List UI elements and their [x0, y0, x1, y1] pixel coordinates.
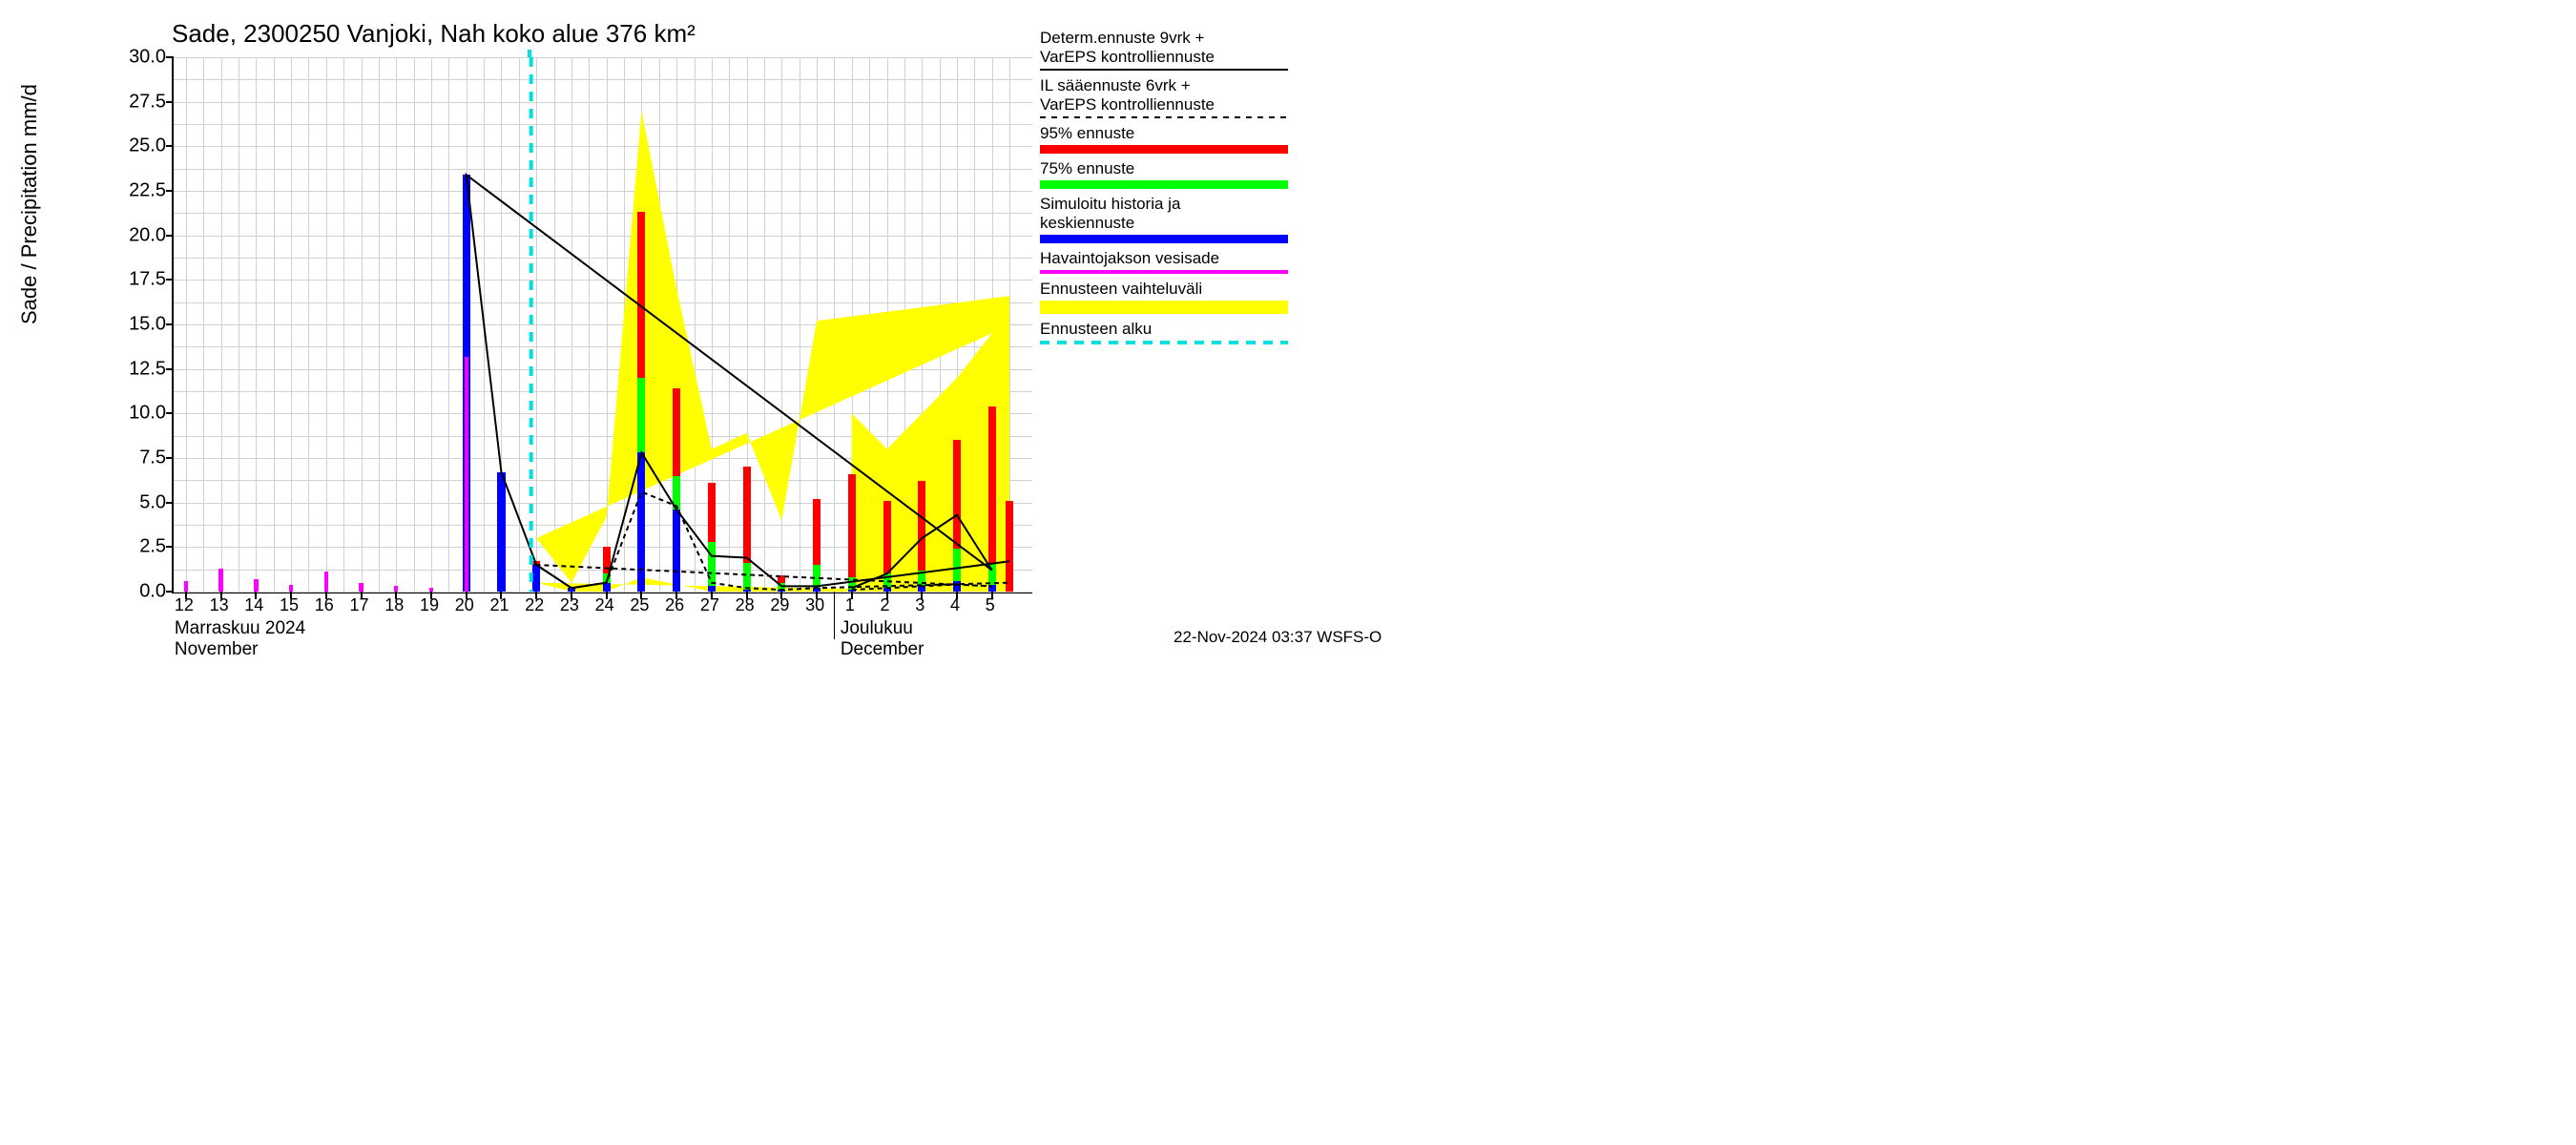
legend-item: IL sääennuste 6vrk + VarEPS kontrollienn… [1040, 76, 1422, 118]
footer-timestamp: 22-Nov-2024 03:37 WSFS-O [1174, 628, 1381, 647]
bar [673, 510, 680, 592]
x-tick-label: 28 [736, 595, 755, 615]
x-tick-label: 2 [881, 595, 890, 615]
y-tick-label: 0.0 [139, 581, 166, 603]
legend-swatch [1040, 145, 1288, 154]
bar [708, 542, 716, 592]
bar [429, 588, 433, 592]
legend-item: Determ.ennuste 9vrk +VarEPS kontrollienn… [1040, 29, 1422, 71]
plot-area [172, 57, 1032, 593]
y-tick-label: 10.0 [129, 403, 166, 425]
bar [918, 586, 925, 592]
bar [394, 586, 398, 592]
legend-swatch [1040, 116, 1288, 118]
bar [465, 357, 468, 592]
x-tick-label: 30 [805, 595, 824, 615]
x-tick-label: 3 [915, 595, 924, 615]
legend-swatch [1040, 341, 1288, 344]
bar [988, 585, 996, 592]
legend-swatch [1040, 270, 1288, 274]
bar [497, 472, 505, 592]
x-tick-label: 25 [630, 595, 649, 615]
legend-item: Havaintojakson vesisade [1040, 249, 1422, 274]
x-tick-label: 16 [315, 595, 334, 615]
x-tick-label: 19 [420, 595, 439, 615]
bar [953, 581, 961, 592]
bar [708, 586, 716, 592]
x-tick-label: 21 [489, 595, 509, 615]
bar [743, 590, 751, 592]
month-label: Marraskuu 2024November [175, 618, 305, 660]
x-tick-label: 23 [560, 595, 579, 615]
x-tick-label: 1 [845, 595, 855, 615]
bar [637, 452, 645, 592]
y-tick-label: 17.5 [129, 269, 166, 291]
y-tick-label: 30.0 [129, 47, 166, 69]
y-tick-label: 27.5 [129, 91, 166, 113]
bar [532, 565, 540, 592]
y-tick-label: 12.5 [129, 358, 166, 380]
bar [324, 572, 328, 592]
x-tick-label: 14 [244, 595, 263, 615]
x-tick-label: 26 [665, 595, 684, 615]
bar [359, 583, 363, 592]
x-tick-label: 29 [770, 595, 789, 615]
y-tick-label: 20.0 [129, 224, 166, 246]
bar [184, 581, 188, 592]
legend-item: Simuloitu historia jakeskiennuste [1040, 195, 1422, 243]
bar [743, 563, 751, 592]
x-tick-label: 17 [350, 595, 369, 615]
bar [603, 583, 611, 592]
bar [568, 588, 575, 592]
bar [289, 585, 293, 592]
x-tick-label: 27 [700, 595, 719, 615]
legend-item: 95% ennuste [1040, 124, 1422, 154]
legend-swatch [1040, 180, 1288, 189]
bar [778, 590, 785, 592]
chart-title: Sade, 2300250 Vanjoki, Nah koko alue 376… [172, 19, 696, 49]
y-tick-label: 5.0 [139, 491, 166, 513]
bar [813, 588, 821, 592]
bar [218, 569, 222, 592]
bar [883, 588, 891, 592]
month-label: JoulukuuDecember [841, 618, 924, 660]
x-tick-label: 18 [384, 595, 404, 615]
y-tick-label: 2.5 [139, 536, 166, 558]
legend-item: Ennusteen vaihteluväli [1040, 280, 1422, 314]
legend-swatch [1040, 69, 1288, 71]
precipitation-chart: Sade, 2300250 Vanjoki, Nah koko alue 376… [0, 0, 1431, 668]
x-tick-label: 12 [175, 595, 194, 615]
legend-swatch [1040, 235, 1288, 243]
bar [1006, 501, 1013, 592]
legend-item: 75% ennuste [1040, 159, 1422, 189]
bar [254, 579, 258, 592]
legend-item: Ennusteen alku [1040, 320, 1422, 344]
x-tick-label: 24 [595, 595, 614, 615]
x-tick-label: 13 [210, 595, 229, 615]
legend: Determ.ennuste 9vrk +VarEPS kontrollienn… [1040, 29, 1422, 350]
bar [848, 590, 856, 592]
x-tick-label: 5 [986, 595, 995, 615]
y-tick-label: 22.5 [129, 180, 166, 202]
y-tick-label: 15.0 [129, 314, 166, 336]
x-tick-label: 4 [950, 595, 960, 615]
legend-swatch [1040, 301, 1288, 314]
y-tick-label: 25.0 [129, 135, 166, 157]
y-tick-label: 7.5 [139, 448, 166, 469]
x-tick-label: 15 [280, 595, 299, 615]
y-axis-label: Sade / Precipitation mm/d [17, 84, 42, 324]
x-tick-label: 22 [525, 595, 544, 615]
x-tick-label: 20 [455, 595, 474, 615]
bar [848, 474, 856, 592]
